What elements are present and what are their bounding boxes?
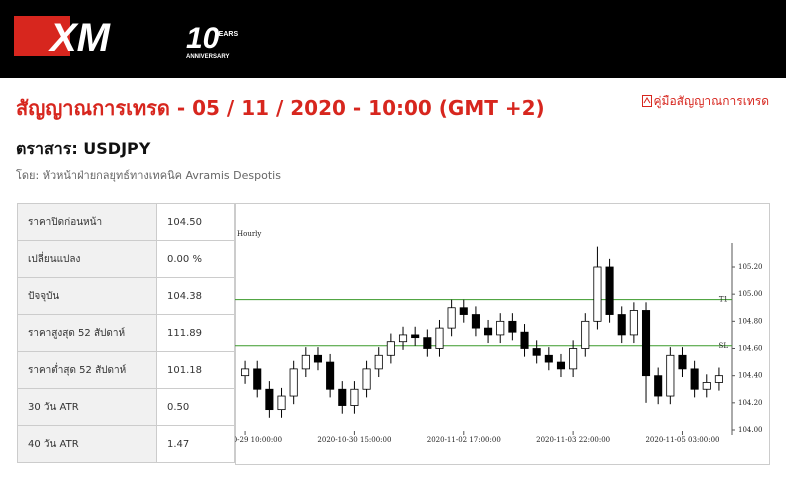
candle-body xyxy=(435,327,444,349)
level-label: SL xyxy=(719,342,729,350)
info-row: ราคาสูงสุด 52 สัปดาห์ 111.89 xyxy=(17,314,235,352)
pdf-icon xyxy=(641,95,652,107)
info-table: ราคาปิดก่อนหน้า 104.50 เปลี่ยนแปลง 0.00 % ปั… xyxy=(17,203,235,463)
y-tick-label: 104.80 xyxy=(738,317,763,325)
candle-body xyxy=(459,307,468,315)
candle-body xyxy=(338,388,347,406)
info-label: ราคาต่ำสุด 52 สัปดาห์ xyxy=(17,351,157,389)
candle-body xyxy=(423,337,432,349)
info-value: 111.89 xyxy=(156,314,235,352)
logo-badge xyxy=(14,16,70,56)
logo-anniversary: ANNIVERSARY xyxy=(186,54,229,60)
candle-body xyxy=(556,361,566,370)
candle-body xyxy=(569,348,578,370)
candle-body xyxy=(508,320,517,333)
candle-body xyxy=(629,310,638,336)
author: โดย: หัวหน้าฝ่ายกลยุทธ์ทางเทคนิค Avramis… xyxy=(16,169,281,182)
candle-body xyxy=(593,266,602,322)
info-row: ราคาต่ำสุด 52 สัปดาห์ 101.18 xyxy=(17,351,235,389)
y-tick-label: 104.40 xyxy=(738,372,763,380)
info-label: เปลี่ยนแปลง xyxy=(17,240,157,278)
y-tick-label: 105.20 xyxy=(738,263,763,271)
info-value: 0.00 % xyxy=(156,240,235,278)
candle-body xyxy=(447,307,456,329)
chart-title: Hourly xyxy=(237,230,261,238)
candle-body xyxy=(241,368,250,377)
candle-body xyxy=(326,361,335,390)
info-label: 40 วัน ATR xyxy=(17,425,157,463)
x-tick-label: 2020-11-05 03:00:00 xyxy=(645,436,719,444)
x-tick-label: 2020-11-03 22:00:00 xyxy=(536,436,610,444)
info-value: 104.50 xyxy=(156,203,235,241)
candle-body xyxy=(690,368,699,390)
info-value: 104.38 xyxy=(156,277,235,315)
candle-body xyxy=(484,327,493,336)
y-tick-label: 104.00 xyxy=(738,426,763,434)
info-value: 0.50 xyxy=(156,388,235,426)
info-label: 30 วัน ATR xyxy=(17,388,157,426)
candle-body xyxy=(398,334,408,343)
info-label: ปัจจุบัน xyxy=(17,277,157,315)
page-title: สัญญาณการเทรด - 05 / 11 / 2020 - 10:00 (… xyxy=(16,96,545,120)
y-tick-label: 105.00 xyxy=(738,290,763,298)
guide-link[interactable]: คู่มือสัญญาณการเทรด xyxy=(641,92,770,111)
guide-text[interactable]: คู่มือสัญญาณการเทรด xyxy=(653,94,770,108)
logo-brand: XM xyxy=(48,16,112,60)
candle-body xyxy=(265,388,274,411)
candle-body xyxy=(544,354,553,363)
candle-body xyxy=(641,310,651,377)
candle-body xyxy=(605,266,614,315)
x-tick-label: 2020-10-30 15:00:00 xyxy=(317,436,391,444)
candle-body xyxy=(313,354,323,363)
x-tick-label: 2020-11-02 17:00:00 xyxy=(427,436,501,444)
candle-body xyxy=(654,375,663,397)
info-row: 40 วัน ATR 1.47 xyxy=(17,425,235,463)
candle-body xyxy=(289,368,298,397)
info-row: 30 วัน ATR 0.50 xyxy=(17,388,235,426)
instrument: ตราสาร: USDJPY xyxy=(16,139,151,158)
candle-body xyxy=(714,375,723,383)
y-tick-label: 104.20 xyxy=(738,399,763,407)
candle-body xyxy=(471,314,480,329)
candle-body xyxy=(666,354,675,397)
candle-body xyxy=(386,341,395,356)
info-label: ราคาปิดก่อนหน้า xyxy=(17,203,157,241)
candle-body xyxy=(362,368,371,390)
level-label: T1 xyxy=(719,296,728,304)
info-row: ปัจจุบัน 104.38 xyxy=(17,277,235,315)
logo-years: 10 xyxy=(186,22,220,55)
info-value: 101.18 xyxy=(156,351,235,389)
candle-body xyxy=(617,314,626,336)
candle-body xyxy=(532,348,541,356)
candle-body xyxy=(678,354,687,370)
candle-body xyxy=(411,334,420,339)
candle-body xyxy=(702,382,711,390)
x-tick-label: 2020-10-29 10:00:00 xyxy=(235,436,282,444)
candle-body xyxy=(520,331,529,349)
info-row: ราคาปิดก่อนหน้า 104.50 xyxy=(17,203,235,241)
info-row: เปลี่ยนแปลง 0.00 % xyxy=(17,240,235,278)
chart: Hourly 104.00 104.20 104.40 104.60 104.80 105… xyxy=(235,203,770,465)
top-bar: XM 10 YEARS ANNIVERSARY xyxy=(0,0,786,78)
logo: XM 10 YEARS ANNIVERSARY xyxy=(14,16,238,60)
candle-body xyxy=(496,320,505,336)
candle-body xyxy=(581,320,590,349)
candle-body xyxy=(350,388,359,406)
y-tick-label: 104.60 xyxy=(738,345,763,353)
info-label: ราคาสูงสุด 52 สัปดาห์ xyxy=(17,314,157,352)
candle-body xyxy=(277,395,286,411)
logo-years-word: YEARS xyxy=(214,31,238,38)
info-value: 1.47 xyxy=(156,425,235,463)
candle-body xyxy=(374,354,383,370)
candle-body xyxy=(301,354,310,370)
candle-body xyxy=(253,368,262,390)
info-body: ราคาปิดก่อนหน้า 104.50 เปลี่ยนแปลง 0.00 % ปั… xyxy=(17,203,235,463)
